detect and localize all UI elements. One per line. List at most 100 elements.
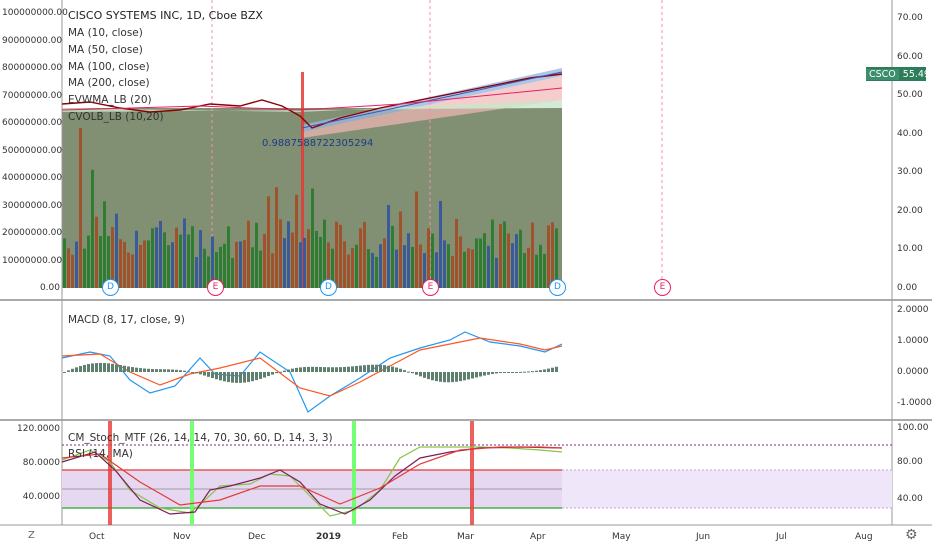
macd-hist-bar bbox=[123, 365, 126, 372]
macd-hist-bar bbox=[403, 370, 406, 372]
volume-bar bbox=[91, 169, 94, 288]
macd-hist-bar bbox=[415, 372, 418, 375]
volume-bar bbox=[103, 201, 106, 288]
time-axis-label: Jul bbox=[776, 532, 787, 542]
volume-bar bbox=[547, 225, 550, 288]
volume-bar bbox=[283, 238, 286, 288]
volume-bar bbox=[471, 249, 474, 288]
macd-hist-bar bbox=[387, 365, 390, 372]
macd-hist-bar bbox=[143, 368, 146, 372]
volume-bar bbox=[235, 241, 238, 288]
settings-icon[interactable]: ⚙ bbox=[905, 527, 918, 543]
volume-bar bbox=[343, 241, 346, 288]
macd-hist-bar bbox=[399, 368, 402, 372]
macd-hist-bar bbox=[199, 372, 202, 375]
macd-hist-bar bbox=[371, 364, 374, 372]
macd-hist-bar bbox=[451, 372, 454, 383]
macd-hist-bar bbox=[407, 371, 410, 373]
volume-bar bbox=[511, 243, 514, 288]
legend-item[interactable]: MA (50, close) bbox=[68, 43, 143, 56]
macd-scale-label: 2.0000 bbox=[897, 305, 929, 315]
volume-bar bbox=[311, 188, 314, 288]
volume-bar bbox=[383, 238, 386, 288]
macd-lines bbox=[61, 331, 563, 413]
zoom-button[interactable]: Z bbox=[28, 530, 35, 541]
volume-bar bbox=[399, 211, 402, 288]
volume-bar bbox=[287, 221, 290, 288]
macd-hist-bar bbox=[115, 364, 118, 372]
macd-hist-bar bbox=[463, 372, 466, 381]
time-axis-label: Apr bbox=[530, 532, 546, 542]
left-scale-label: 50000000.00 bbox=[2, 145, 63, 156]
macd-hist-bar bbox=[151, 368, 154, 372]
volume-bar bbox=[71, 254, 74, 288]
event-marker-earnings[interactable]: E bbox=[422, 279, 439, 296]
stoch-title: CM_Stoch_MTF (26, 14, 14, 70, 30, 60, D,… bbox=[68, 432, 333, 444]
volume-bar bbox=[167, 245, 170, 288]
volume-bar bbox=[151, 228, 154, 288]
event-marker-dividend[interactable]: D bbox=[549, 279, 566, 296]
legend-item[interactable]: EVWMA_LB (20) bbox=[68, 94, 152, 107]
volume-bar bbox=[299, 242, 302, 288]
time-axis-label: Dec bbox=[248, 532, 266, 542]
time-axis-label: 2019 bbox=[316, 532, 342, 542]
macd-hist-bar bbox=[275, 372, 278, 374]
macd-hist-bar bbox=[263, 372, 266, 378]
right-scale-label: 40.00 bbox=[897, 128, 923, 139]
macd-hist-bar bbox=[127, 366, 130, 372]
right-scale-label: 60.00 bbox=[897, 51, 923, 62]
macd-hist-bar bbox=[439, 372, 442, 382]
event-marker-earnings[interactable]: E bbox=[654, 279, 671, 296]
volume-bar bbox=[539, 244, 542, 288]
macd-hist-bar bbox=[255, 372, 258, 381]
legend-item[interactable]: MA (10, close) bbox=[68, 27, 143, 39]
volume-bar bbox=[259, 250, 262, 288]
legend-item[interactable]: MA (100, close) bbox=[68, 60, 150, 73]
macd-hist-bar bbox=[287, 369, 290, 372]
volume-bar bbox=[63, 238, 66, 288]
volume-bar bbox=[367, 249, 370, 288]
event-marker-dividend[interactable]: D bbox=[102, 279, 119, 296]
event-marker-earnings[interactable]: E bbox=[207, 279, 224, 296]
volume-bar bbox=[351, 247, 354, 288]
volume-bar bbox=[415, 191, 418, 288]
volume-bar bbox=[215, 252, 218, 288]
rsi-title: RSI (14, MA) bbox=[68, 448, 133, 460]
macd-hist-bar bbox=[499, 372, 502, 373]
macd-title: MACD (8, 17, close, 9) bbox=[68, 314, 185, 326]
macd-hist-bar bbox=[259, 372, 262, 379]
time-axis-label: Aug bbox=[855, 532, 873, 542]
macd-hist-bar bbox=[183, 370, 186, 372]
volume-bar bbox=[115, 213, 118, 288]
volume-bar bbox=[531, 222, 534, 288]
stoch-right-label: 80.00 bbox=[897, 457, 923, 467]
macd-hist-bar bbox=[487, 372, 490, 375]
legend-item[interactable]: CVOLB_LB (10,20) bbox=[68, 110, 164, 123]
volume-bar bbox=[87, 235, 90, 288]
price-tag-symbol: CSCO bbox=[866, 68, 899, 80]
macd-hist-bar bbox=[95, 363, 98, 372]
volume-bar bbox=[499, 224, 502, 288]
volume-bar bbox=[107, 236, 110, 288]
volume-bar bbox=[223, 243, 226, 288]
macd-hist-bar bbox=[323, 367, 326, 372]
volume-bar bbox=[159, 220, 162, 288]
volume-bar bbox=[495, 257, 498, 288]
macd-hist-bar bbox=[83, 364, 86, 372]
macd-hist-bar bbox=[211, 372, 214, 379]
legend-item[interactable]: MA (200, close) bbox=[68, 77, 150, 90]
right-scale-label: 10.00 bbox=[897, 244, 923, 254]
volume-bar bbox=[119, 239, 122, 288]
volume-bar bbox=[303, 237, 306, 288]
volume-bar bbox=[195, 257, 198, 288]
macd-hist-bar bbox=[519, 371, 522, 373]
macd-hist-bar bbox=[391, 366, 394, 372]
macd-hist-bar bbox=[63, 372, 66, 373]
time-axis-label: Oct bbox=[89, 532, 105, 542]
macd-hist-bar bbox=[167, 369, 170, 372]
volume-bar bbox=[359, 228, 362, 288]
event-marker-dividend[interactable]: D bbox=[320, 279, 337, 296]
volume-bar bbox=[307, 229, 310, 288]
volume-bar bbox=[503, 221, 506, 288]
